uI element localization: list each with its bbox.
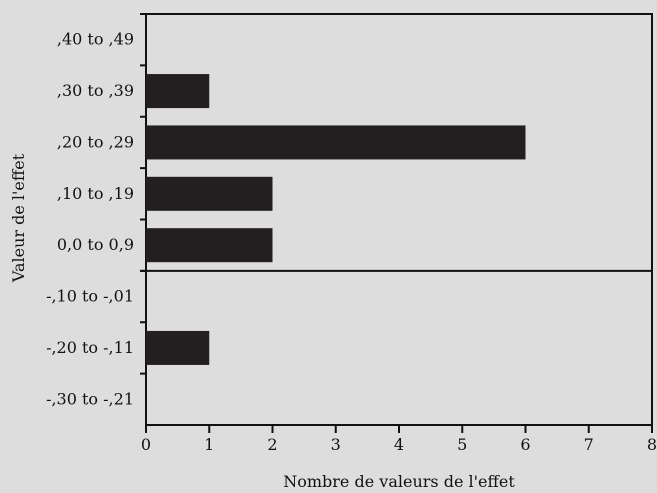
plot-frame bbox=[145, 13, 653, 426]
x-tick-label: 5 bbox=[457, 435, 467, 454]
bar bbox=[146, 125, 526, 160]
plot-area: ,40 to ,49 ,30 to ,39 ,20 to ,29 ,10 to ,19… bbox=[46, 13, 657, 454]
bar bbox=[146, 74, 210, 109]
x-tick-label: 6 bbox=[520, 435, 530, 454]
bar bbox=[146, 176, 273, 211]
y-tick-label: ,20 to ,29 bbox=[57, 132, 134, 151]
x-tick-label: 4 bbox=[394, 435, 404, 454]
y-tick-label: -,30 to -,21 bbox=[46, 389, 134, 408]
x-tick-label: 0 bbox=[141, 435, 151, 454]
x-tick-label: 8 bbox=[647, 435, 657, 454]
y-tick-label: -,20 to -,11 bbox=[46, 338, 134, 357]
bar bbox=[146, 330, 210, 365]
y-tick-label: ,30 to ,39 bbox=[57, 81, 134, 100]
y-tick-label: 0,0 to 0,9 bbox=[57, 235, 134, 254]
bar bbox=[146, 228, 273, 263]
x-tick-label: 1 bbox=[204, 435, 214, 454]
x-tick-label: 2 bbox=[267, 435, 277, 454]
x-axis-title: Nombre de valeurs de l'effet bbox=[283, 472, 515, 491]
y-tick-label: ,40 to ,49 bbox=[57, 30, 134, 49]
y-axis-title: Valeur de l'effet bbox=[9, 153, 28, 283]
x-tick-label: 7 bbox=[584, 435, 594, 454]
y-tick-label: ,10 to ,19 bbox=[57, 184, 134, 203]
x-tick-label: 3 bbox=[331, 435, 341, 454]
y-tick-label: -,10 to -,01 bbox=[46, 287, 134, 306]
